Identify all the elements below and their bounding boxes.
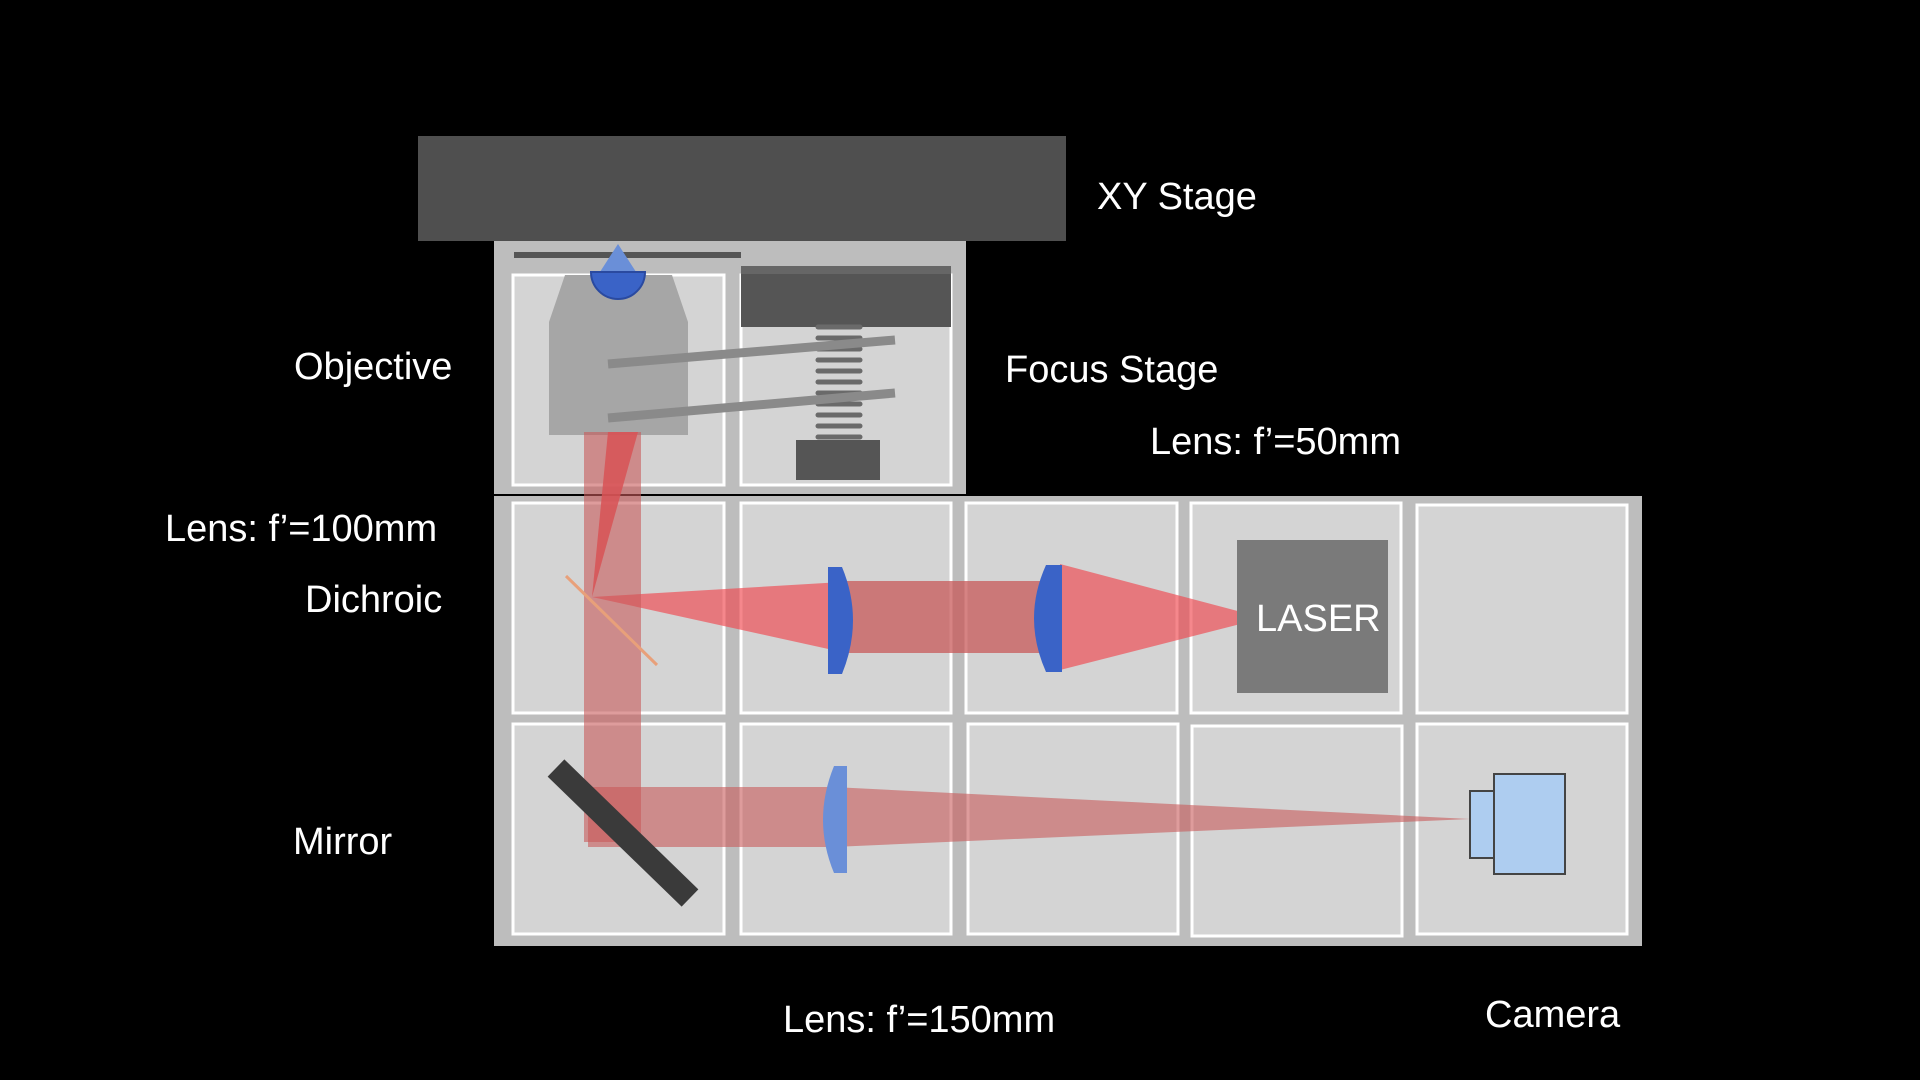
immersion-drop — [598, 244, 638, 275]
cell-empty-top-right — [1415, 503, 1629, 715]
focus-stage-plate — [741, 266, 951, 274]
dichroic-label: Dichroic — [305, 579, 443, 621]
objective-body — [549, 275, 688, 435]
beam-to-dichroic — [592, 582, 842, 652]
xy-stage — [418, 136, 1066, 241]
laser-source — [1237, 540, 1388, 693]
xy-stage-label: XY Stage — [1097, 176, 1257, 218]
beam-collimated-excitation — [840, 581, 1062, 653]
beam-laser-cone — [1060, 564, 1264, 670]
lens-50mm-label: Lens: f’=50mm — [1150, 421, 1401, 463]
camera-body — [1493, 773, 1566, 875]
sample-slide — [514, 252, 741, 258]
objective-front-lens — [589, 271, 647, 300]
lens-50mm — [1034, 565, 1062, 672]
focus-stage-base — [796, 440, 880, 480]
lens-100mm-label: Lens: f’=100mm — [165, 508, 438, 550]
camera-sensor-mount — [1469, 790, 1495, 859]
cell-empty-bottom-2 — [1190, 724, 1404, 938]
beam-emission-vertical — [584, 432, 641, 842]
objective-label: Objective — [294, 346, 453, 388]
laser-beam — [584, 432, 1470, 847]
camera-label: Camera — [1485, 994, 1621, 1036]
lens-150mm — [823, 766, 847, 873]
lens-100mm — [828, 567, 853, 674]
mirror-label: Mirror — [293, 821, 393, 863]
laser-label: LASER — [1256, 598, 1381, 640]
fold-mirror — [547, 759, 699, 907]
beam-to-camera — [833, 787, 1470, 847]
dichroic-mirror — [564, 574, 659, 667]
focus-linkage-rods — [607, 335, 896, 423]
focus-stage-block — [741, 274, 951, 327]
focus-stage-label: Focus Stage — [1005, 349, 1219, 391]
lens-150mm-label: Lens: f’=150mm — [783, 999, 1056, 1041]
